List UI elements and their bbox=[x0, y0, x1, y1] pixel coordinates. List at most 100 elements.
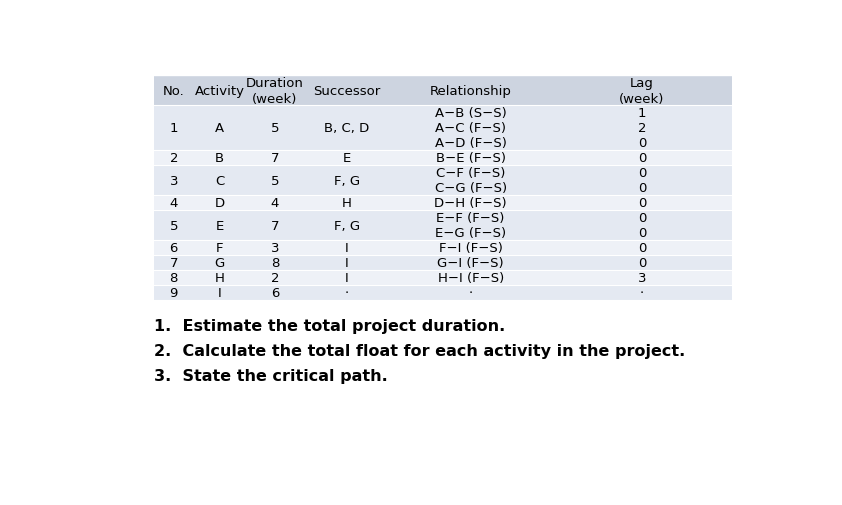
Bar bbox=[389, 286, 552, 300]
Text: Relationship: Relationship bbox=[429, 85, 512, 97]
Text: I: I bbox=[345, 242, 349, 255]
Text: 0: 0 bbox=[637, 182, 646, 195]
Text: 0: 0 bbox=[637, 167, 646, 180]
Bar bbox=[304, 256, 389, 271]
Bar bbox=[194, 166, 246, 196]
Bar bbox=[304, 151, 389, 166]
Bar bbox=[389, 211, 552, 241]
Text: A−B (S−S): A−B (S−S) bbox=[434, 107, 507, 120]
Text: ⋅: ⋅ bbox=[344, 287, 349, 299]
Bar bbox=[154, 256, 194, 271]
Bar bbox=[194, 256, 246, 271]
Text: 3.  State the critical path.: 3. State the critical path. bbox=[154, 369, 388, 384]
Bar bbox=[304, 76, 389, 106]
Bar bbox=[552, 151, 732, 166]
Bar bbox=[552, 166, 732, 196]
Text: 2: 2 bbox=[637, 122, 646, 135]
Bar bbox=[194, 271, 246, 286]
Text: A−C (F−S): A−C (F−S) bbox=[435, 122, 506, 135]
Text: H: H bbox=[342, 197, 352, 210]
Text: E: E bbox=[343, 152, 351, 165]
Bar bbox=[154, 271, 194, 286]
Text: 9: 9 bbox=[169, 287, 178, 299]
Bar bbox=[154, 151, 194, 166]
Bar bbox=[552, 106, 732, 151]
Text: B−E (F−S): B−E (F−S) bbox=[435, 152, 506, 165]
Bar bbox=[194, 106, 246, 151]
Text: 4: 4 bbox=[271, 197, 279, 210]
Bar bbox=[552, 271, 732, 286]
Text: 5: 5 bbox=[270, 122, 280, 135]
Bar bbox=[304, 286, 389, 300]
Text: E: E bbox=[216, 219, 224, 232]
Bar bbox=[246, 196, 304, 211]
Text: F, G: F, G bbox=[333, 219, 360, 232]
Text: 0: 0 bbox=[637, 242, 646, 255]
Bar bbox=[552, 286, 732, 300]
Bar bbox=[154, 286, 194, 300]
Text: 3: 3 bbox=[270, 242, 280, 255]
Text: D−H (F−S): D−H (F−S) bbox=[434, 197, 507, 210]
Bar bbox=[194, 241, 246, 256]
Text: B, C, D: B, C, D bbox=[324, 122, 370, 135]
Text: F: F bbox=[216, 242, 223, 255]
Bar bbox=[246, 106, 304, 151]
Bar bbox=[154, 211, 194, 241]
Text: C−G (F−S): C−G (F−S) bbox=[434, 182, 507, 195]
Text: 3: 3 bbox=[637, 272, 646, 285]
Text: E−F (F−S): E−F (F−S) bbox=[436, 212, 505, 225]
Text: 5: 5 bbox=[270, 174, 280, 187]
Text: 1.  Estimate the total project duration.: 1. Estimate the total project duration. bbox=[154, 318, 505, 333]
Text: 3: 3 bbox=[169, 174, 178, 187]
Text: 1: 1 bbox=[169, 122, 178, 135]
Bar bbox=[246, 76, 304, 106]
Text: 7: 7 bbox=[270, 219, 280, 232]
Text: E−G (F−S): E−G (F−S) bbox=[435, 227, 506, 240]
Bar bbox=[304, 196, 389, 211]
Text: G−I (F−S): G−I (F−S) bbox=[437, 257, 504, 270]
Text: Lag
(week): Lag (week) bbox=[619, 76, 664, 106]
Bar bbox=[246, 286, 304, 300]
Text: A: A bbox=[215, 122, 224, 135]
Bar bbox=[389, 256, 552, 271]
Text: 7: 7 bbox=[169, 257, 178, 270]
Bar bbox=[304, 241, 389, 256]
Text: B: B bbox=[215, 152, 224, 165]
Bar bbox=[304, 166, 389, 196]
Text: 2: 2 bbox=[169, 152, 178, 165]
Bar bbox=[389, 271, 552, 286]
Text: 2.  Calculate the total float for each activity in the project.: 2. Calculate the total float for each ac… bbox=[154, 343, 685, 359]
Bar bbox=[194, 76, 246, 106]
Text: Activity: Activity bbox=[195, 85, 244, 97]
Bar bbox=[389, 241, 552, 256]
Text: 2: 2 bbox=[270, 272, 280, 285]
Text: A−D (F−S): A−D (F−S) bbox=[434, 137, 507, 150]
Text: G: G bbox=[215, 257, 225, 270]
Bar bbox=[304, 106, 389, 151]
Bar bbox=[304, 271, 389, 286]
Text: I: I bbox=[345, 257, 349, 270]
Text: No.: No. bbox=[163, 85, 184, 97]
Text: I: I bbox=[345, 272, 349, 285]
Text: D: D bbox=[215, 197, 225, 210]
Bar bbox=[194, 196, 246, 211]
Bar bbox=[552, 211, 732, 241]
Text: 8: 8 bbox=[169, 272, 178, 285]
Bar bbox=[194, 151, 246, 166]
Bar bbox=[154, 241, 194, 256]
Text: 7: 7 bbox=[270, 152, 280, 165]
Bar bbox=[154, 196, 194, 211]
Text: I: I bbox=[217, 287, 221, 299]
Bar bbox=[246, 151, 304, 166]
Text: 0: 0 bbox=[637, 257, 646, 270]
Text: 5: 5 bbox=[169, 219, 178, 232]
Bar bbox=[552, 196, 732, 211]
Bar bbox=[194, 286, 246, 300]
Bar bbox=[389, 166, 552, 196]
Text: 1: 1 bbox=[637, 107, 646, 120]
Text: C−F (F−S): C−F (F−S) bbox=[436, 167, 505, 180]
Text: 0: 0 bbox=[637, 137, 646, 150]
Text: 4: 4 bbox=[169, 197, 178, 210]
Text: H−I (F−S): H−I (F−S) bbox=[438, 272, 504, 285]
Bar bbox=[389, 196, 552, 211]
